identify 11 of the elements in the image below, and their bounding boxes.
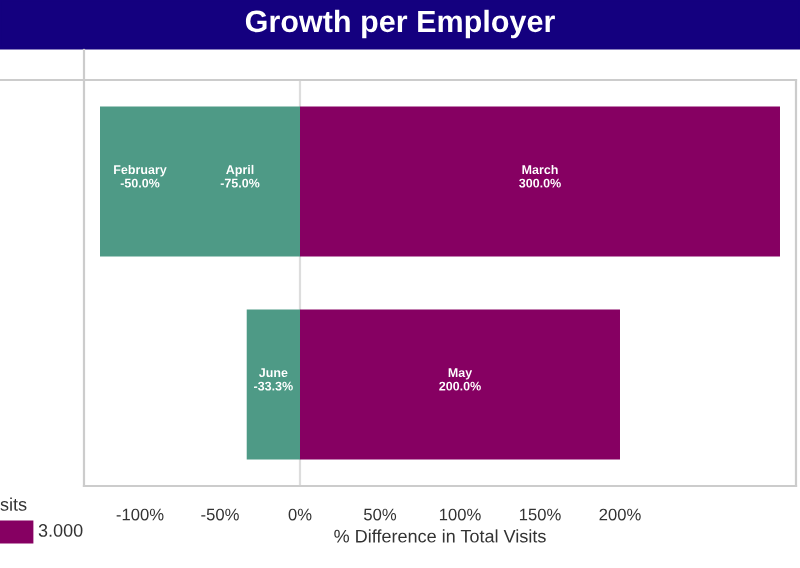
x-tick-label: 0% [288, 508, 312, 521]
x-tick-label: -50% [201, 508, 239, 521]
chart-title: Growth per Employer [245, 9, 555, 39]
x-tick-label: -100% [116, 508, 164, 521]
x-tick-label: 150% [519, 508, 561, 521]
legend-title: sits [0, 497, 27, 511]
x-tick-label: 200% [599, 508, 641, 521]
x-tick-label: 100% [439, 508, 481, 521]
x-tick-label: 50% [363, 508, 397, 521]
text: 3.000 [38, 524, 83, 537]
x-axis-title: % Difference in Total Visits [334, 529, 546, 543]
